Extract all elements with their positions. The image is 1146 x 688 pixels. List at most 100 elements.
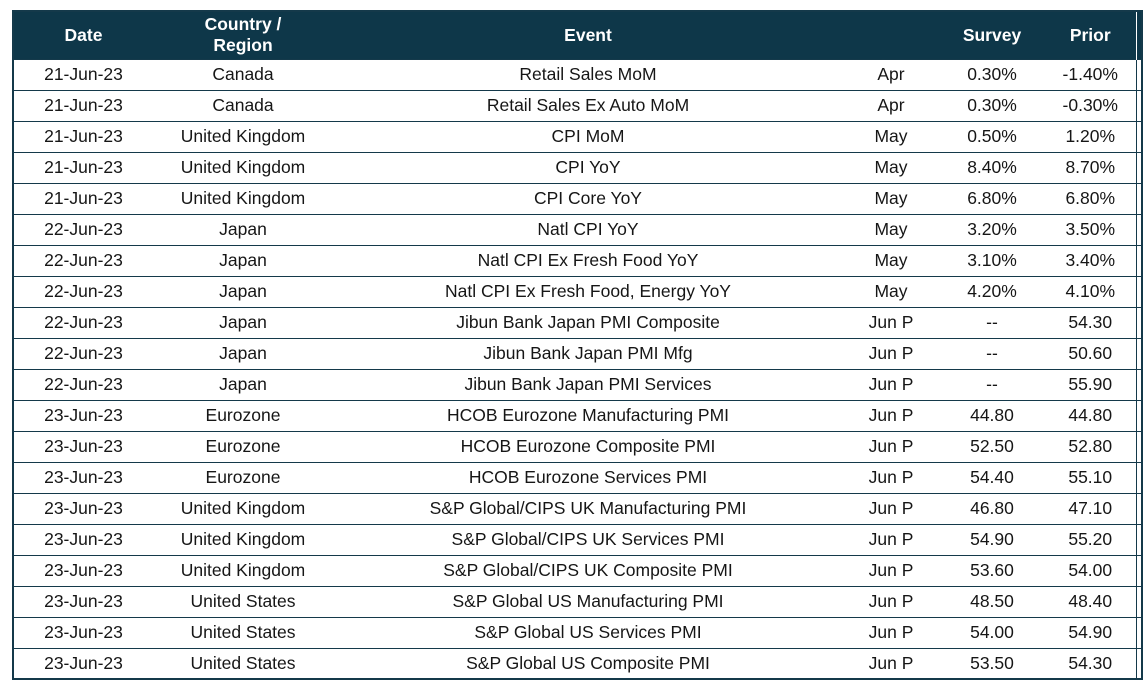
table-body: 21-Jun-23 Canada Retail Sales MoM Apr 0.30% -…: [13, 58, 1142, 679]
cell-survey: 3.10%: [939, 244, 1045, 276]
cell-date: 23-Jun-23: [13, 399, 153, 431]
cell-event: Jibun Bank Japan PMI Services: [333, 368, 843, 400]
cell-period: Jun P: [843, 461, 939, 493]
cell-survey: 3.20%: [939, 213, 1045, 245]
header-row: Date Country / Region Event Survey Prior: [13, 11, 1142, 59]
cell-date: 23-Jun-23: [13, 647, 153, 679]
cell-survey: 0.30%: [939, 89, 1045, 121]
cell-date: 21-Jun-23: [13, 58, 153, 90]
cell-survey: 54.00: [939, 616, 1045, 648]
cell-survey: 48.50: [939, 585, 1045, 617]
spacer-cell: [1135, 492, 1142, 524]
cell-period: Jun P: [843, 306, 939, 338]
cell-country: Canada: [153, 58, 333, 90]
cell-survey: --: [939, 337, 1045, 369]
table-row: 23-Jun-23 Eurozone HCOB Eurozone Composite…: [13, 430, 1142, 462]
cell-period: Jun P: [843, 337, 939, 369]
cell-prior: 3.50%: [1045, 213, 1136, 245]
header-prior: Prior: [1045, 11, 1136, 59]
spacer-cell: [1135, 89, 1142, 121]
cell-period: Jun P: [843, 523, 939, 555]
spacer-cell: [1135, 275, 1142, 307]
cell-country: United Kingdom: [153, 120, 333, 152]
table-row: 23-Jun-23 United Kingdom S&P Global/CIPS U…: [13, 554, 1142, 586]
cell-prior: 55.20: [1045, 523, 1136, 555]
cell-date: 21-Jun-23: [13, 89, 153, 121]
cell-event: S&P Global/CIPS UK Services PMI: [333, 523, 843, 555]
table-row: 22-Jun-23 Japan Jibun Bank Japan PMI Servi…: [13, 368, 1142, 400]
table-row: 22-Jun-23 Japan Natl CPI YoY May 3.20% 3.50%: [13, 213, 1142, 245]
cell-period: May: [843, 213, 939, 245]
table-row: 22-Jun-23 Japan Natl CPI Ex Fresh Food YoY…: [13, 244, 1142, 276]
table-row: 22-Jun-23 Japan Jibun Bank Japan PMI Mfg Ju…: [13, 337, 1142, 369]
cell-date: 23-Jun-23: [13, 585, 153, 617]
table-row: 22-Jun-23 Japan Jibun Bank Japan PMI Compo…: [13, 306, 1142, 338]
cell-event: S&P Global US Manufacturing PMI: [333, 585, 843, 617]
cell-event: S&P Global/CIPS UK Composite PMI: [333, 554, 843, 586]
cell-country: Japan: [153, 337, 333, 369]
cell-survey: --: [939, 306, 1045, 338]
table-row: 23-Jun-23 United Kingdom S&P Global/CIPS U…: [13, 492, 1142, 524]
cell-date: 23-Jun-23: [13, 492, 153, 524]
header-date: Date: [13, 11, 153, 59]
table-row: 21-Jun-23 United Kingdom CPI YoY May 8.40% 8.…: [13, 151, 1142, 183]
cell-event: Jibun Bank Japan PMI Composite: [333, 306, 843, 338]
cell-country: Japan: [153, 244, 333, 276]
spacer-cell: [1135, 58, 1142, 90]
cell-period: May: [843, 275, 939, 307]
cell-event: CPI Core YoY: [333, 182, 843, 214]
cell-period: Jun P: [843, 585, 939, 617]
cell-event: Natl CPI Ex Fresh Food, Energy YoY: [333, 275, 843, 307]
cell-event: Retail Sales MoM: [333, 58, 843, 90]
cell-survey: --: [939, 368, 1045, 400]
cell-event: Natl CPI Ex Fresh Food YoY: [333, 244, 843, 276]
cell-prior: 52.80: [1045, 430, 1136, 462]
cell-period: May: [843, 120, 939, 152]
cell-period: Jun P: [843, 647, 939, 679]
cell-survey: 54.40: [939, 461, 1045, 493]
header-spacer: [1135, 11, 1142, 59]
cell-period: May: [843, 244, 939, 276]
table-row: 21-Jun-23 United Kingdom CPI Core YoY May 6.…: [13, 182, 1142, 214]
cell-period: Jun P: [843, 492, 939, 524]
cell-survey: 6.80%: [939, 182, 1045, 214]
cell-country: United States: [153, 616, 333, 648]
cell-prior: -1.40%: [1045, 58, 1136, 90]
cell-prior: 55.90: [1045, 368, 1136, 400]
spacer-cell: [1135, 585, 1142, 617]
cell-event: Retail Sales Ex Auto MoM: [333, 89, 843, 121]
cell-prior: -0.30%: [1045, 89, 1136, 121]
cell-survey: 54.90: [939, 523, 1045, 555]
cell-country: United Kingdom: [153, 523, 333, 555]
cell-survey: 4.20%: [939, 275, 1045, 307]
cell-date: 22-Jun-23: [13, 337, 153, 369]
cell-prior: 6.80%: [1045, 182, 1136, 214]
spacer-cell: [1135, 244, 1142, 276]
cell-period: May: [843, 182, 939, 214]
economic-calendar: Date Country / Region Event Survey Prior…: [12, 10, 1143, 680]
cell-period: Jun P: [843, 399, 939, 431]
cell-event: HCOB Eurozone Composite PMI: [333, 430, 843, 462]
cell-prior: 48.40: [1045, 585, 1136, 617]
spacer-cell: [1135, 461, 1142, 493]
table-row: 21-Jun-23 Canada Retail Sales Ex Auto MoM A…: [13, 89, 1142, 121]
cell-country: Japan: [153, 368, 333, 400]
spacer-cell: [1135, 399, 1142, 431]
cell-date: 22-Jun-23: [13, 213, 153, 245]
cell-date: 22-Jun-23: [13, 244, 153, 276]
cell-period: Jun P: [843, 616, 939, 648]
cell-date: 23-Jun-23: [13, 616, 153, 648]
cell-country: Japan: [153, 213, 333, 245]
table-row: 23-Jun-23 United States S&P Global US Serv…: [13, 616, 1142, 648]
cell-country: Japan: [153, 306, 333, 338]
spacer-cell: [1135, 523, 1142, 555]
cell-period: May: [843, 151, 939, 183]
cell-event: CPI MoM: [333, 120, 843, 152]
cell-date: 22-Jun-23: [13, 306, 153, 338]
cell-date: 22-Jun-23: [13, 275, 153, 307]
cell-prior: 3.40%: [1045, 244, 1136, 276]
cell-event: Jibun Bank Japan PMI Mfg: [333, 337, 843, 369]
cell-survey: 8.40%: [939, 151, 1045, 183]
cell-country: United Kingdom: [153, 182, 333, 214]
spacer-cell: [1135, 616, 1142, 648]
